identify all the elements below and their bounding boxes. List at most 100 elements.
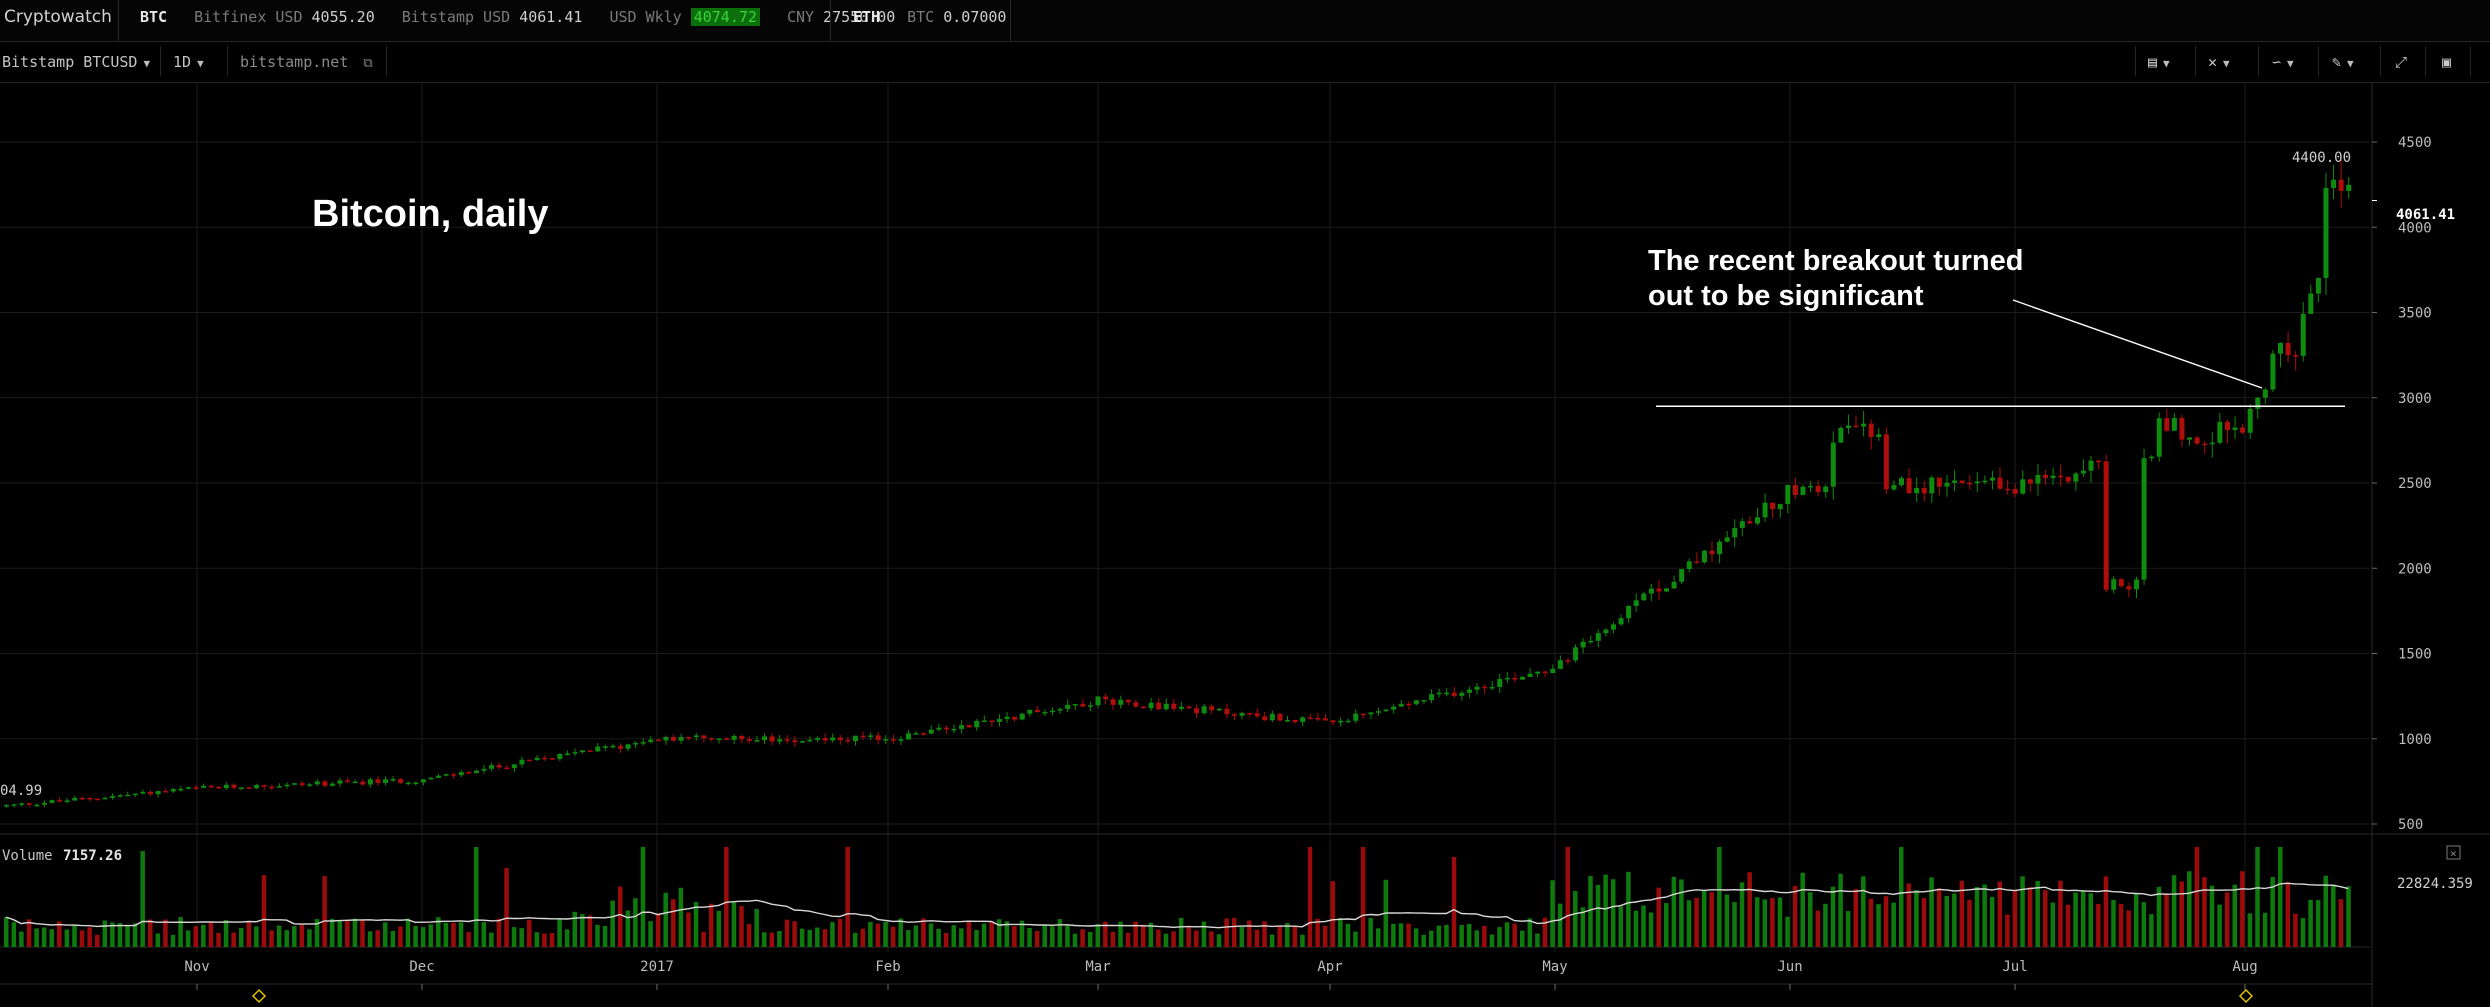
indicators-button[interactable]: ∽ ▼ [2272, 42, 2294, 82]
volume-bar [1785, 916, 1790, 947]
volume-bar [405, 918, 411, 947]
event-marker[interactable] [251, 988, 267, 1004]
time-axis[interactable]: Nov Dec 2017 Feb Mar Apr May Jun Jul Aug [184, 959, 2258, 990]
volume-bar [1542, 917, 1548, 947]
candle-body [1762, 502, 1768, 518]
eth-ticker-group[interactable]: ETH BTC 0.07000 [853, 0, 1006, 41]
candle-body [1709, 550, 1715, 555]
divider [2470, 46, 2471, 76]
candle-body [572, 752, 578, 754]
candle-body [1103, 696, 1109, 700]
candle-body [640, 742, 646, 744]
volume-bar [2171, 875, 2177, 947]
crosshair-button[interactable]: ✕ ▼ [2208, 42, 2230, 82]
volume-bar [2346, 886, 2351, 947]
candle-body [580, 750, 586, 753]
volume-bar [269, 930, 274, 947]
volume-bar [1936, 888, 1942, 947]
volume-bar [2300, 918, 2306, 947]
volume-bar [1929, 877, 1934, 947]
candle-body [1800, 486, 1806, 496]
divider [2258, 46, 2259, 76]
volume-bar [640, 847, 646, 947]
candle-body [1588, 640, 1594, 643]
volume-bar [1883, 896, 1889, 947]
candle-body [2346, 184, 2352, 191]
volume-bar [981, 923, 987, 947]
volume-bar [352, 918, 358, 947]
event-marker[interactable] [2238, 988, 2254, 1004]
candle-body [2217, 421, 2223, 443]
price-axis[interactable]: 4500 4000 3500 3000 2500 2000 1500 1000 500 [2372, 135, 2432, 833]
volume-bar [519, 928, 524, 947]
divider [2195, 46, 2196, 76]
exchange-link[interactable]: bitstamp.net ⧉ [240, 42, 373, 82]
candle-body [1679, 569, 1685, 582]
draw-button[interactable]: ✎ ▼ [2332, 42, 2354, 82]
price-chart[interactable]: 4500 4000 3500 3000 2500 2000 1500 1000 500 Nov D… [0, 82, 2490, 1007]
period-selector[interactable]: 1D ▼ [173, 42, 204, 82]
volume-bar [1444, 925, 1449, 947]
chart-title-annotation[interactable]: Bitcoin, daily [312, 193, 549, 235]
candle-body [633, 743, 639, 745]
candle-body [1391, 706, 1397, 710]
candle-body [1436, 692, 1442, 695]
volume-bar [1125, 932, 1131, 947]
app-brand[interactable]: Cryptowatch [4, 0, 112, 41]
crosshair-icon: ✕ [2208, 53, 2218, 71]
volume-bar [1133, 921, 1138, 947]
volume-bar [2255, 847, 2260, 947]
volume-bar [170, 934, 176, 947]
volume-bar [617, 886, 623, 947]
annotation-pointer-line[interactable] [2012, 299, 2263, 389]
volume-bar [534, 932, 540, 947]
volume-bar [1269, 934, 1275, 947]
candle-body [360, 781, 366, 785]
candle-body [57, 800, 63, 802]
volume-bar [2012, 890, 2018, 947]
breakout-note-line1[interactable]: The recent breakout turned [1648, 245, 2024, 277]
volume-bar [1701, 891, 1707, 947]
candle-body [299, 783, 305, 786]
candle-body [489, 765, 495, 769]
volume-bar [2088, 893, 2093, 947]
volume-bar [989, 922, 994, 947]
volume-bar [1792, 885, 1798, 947]
close-volume-pane-button[interactable]: × [2446, 845, 2461, 860]
candle-body [1891, 485, 1897, 490]
volume-bar [1368, 918, 1373, 947]
screenshot-button[interactable]: ▣ [2442, 42, 2451, 82]
volume-value: 7157.26 [63, 848, 122, 864]
volume-bar [1353, 931, 1358, 947]
candle-body [1163, 703, 1169, 710]
candle-body [170, 789, 176, 792]
volume-bar [898, 918, 903, 947]
volume-bar [1247, 920, 1252, 947]
time-tick-label: Dec [409, 959, 434, 975]
volume-bar [2179, 881, 2184, 947]
candle-body [1497, 678, 1503, 688]
volume-bar [564, 929, 570, 947]
candle-body [1997, 477, 2003, 489]
volume-bar [1391, 923, 1396, 947]
chart-type-button[interactable]: ▤ ▼ [2148, 42, 2170, 82]
candle-body [1019, 713, 1025, 720]
candle-body [1285, 720, 1291, 722]
fullscreen-button[interactable]: ⤢ [2395, 42, 2407, 82]
volume-bar [246, 921, 252, 947]
volume-bar [473, 847, 479, 947]
volume-bar [1770, 898, 1775, 947]
candle-body [1883, 434, 1889, 490]
candle-body [307, 784, 313, 786]
btc-ticker-group[interactable]: BTC Bitfinex USD 4055.20 Bitstamp USD 40… [140, 0, 895, 41]
volume-bar [1944, 895, 1949, 947]
candle-body [549, 758, 555, 760]
candle-body [496, 765, 502, 768]
market-selector[interactable]: Bitstamp BTCUSD ▼ [2, 42, 150, 82]
volume-bar [1989, 896, 1995, 947]
candle-body [72, 797, 78, 801]
breakout-note-line2[interactable]: out to be significant [1648, 280, 1924, 312]
volume-bar [398, 926, 403, 947]
candle-body [1186, 706, 1192, 709]
candle-body [1292, 720, 1298, 723]
